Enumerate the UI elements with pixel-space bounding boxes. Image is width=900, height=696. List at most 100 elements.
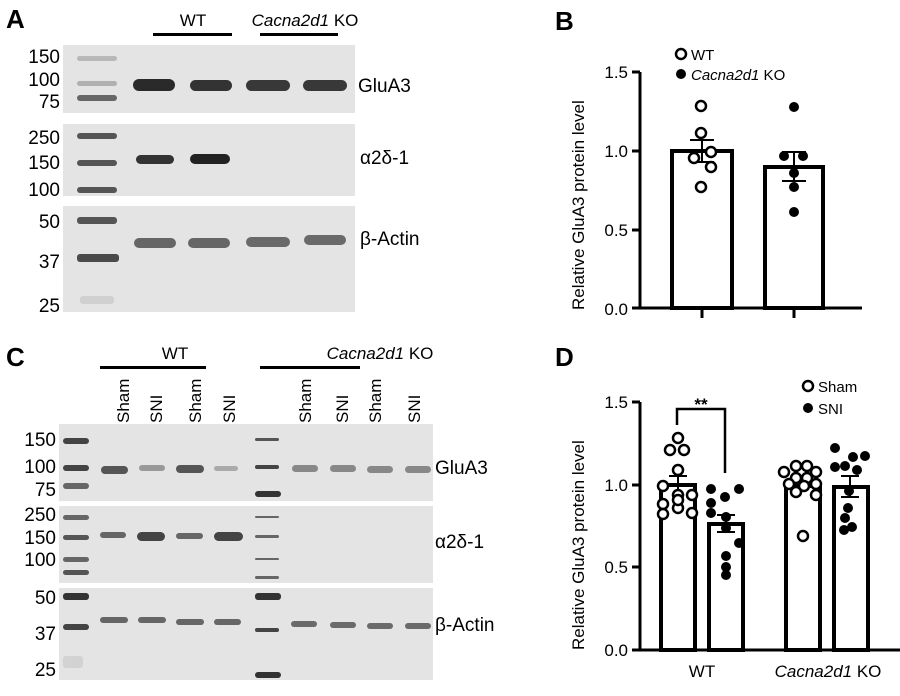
svg-text:1.5: 1.5 [604, 393, 628, 412]
x-label-wt: WT [689, 662, 715, 681]
lane-label: Sham [366, 378, 385, 423]
marker-label: 50 [38, 212, 60, 233]
panel-letter-a: A [6, 4, 25, 34]
actin-band [176, 619, 204, 625]
ladder-band [63, 656, 83, 668]
blot-label-a2d1: α2δ-1 [360, 148, 410, 169]
marker-label: 75 [38, 92, 60, 113]
lane-label: SNI [147, 394, 166, 423]
actin-band [134, 238, 176, 248]
legend-wt: WT [691, 47, 714, 64]
group-bar-wt [100, 366, 206, 369]
lane-label: Sham [114, 378, 133, 423]
ladder-band [63, 535, 89, 540]
actin-band [214, 619, 241, 625]
ladder-band [255, 491, 281, 497]
bar-ko [763, 165, 825, 310]
y-axis-label: Relative GluA3 protein level [569, 100, 588, 310]
ladder-band [255, 672, 281, 678]
y-ticks: 1.5 1.0 0.5 0.0 [604, 63, 640, 319]
marker-label: 100 [28, 180, 60, 201]
ladder-band [255, 465, 279, 469]
marker-label: 25 [38, 296, 60, 317]
ko-suffix: KO [404, 344, 434, 363]
gluA3-band [133, 79, 175, 91]
blot-label-actin: β-Actin [360, 229, 420, 250]
blot-label-a2d1: α2δ-1 [435, 532, 485, 553]
blot-a2d1-c [59, 506, 433, 583]
marker-label: 37 [38, 252, 60, 273]
ladder-band [63, 438, 89, 444]
ladder-band [77, 56, 117, 61]
lane-label: Sham [296, 378, 315, 423]
a2d1-band [214, 532, 243, 541]
actin-band [246, 237, 290, 247]
ladder-band [255, 576, 279, 579]
group-bar-ko [260, 33, 338, 36]
actin-band [304, 235, 346, 245]
actin-band [330, 622, 356, 628]
chart-d: Relative GluA3 protein level 1.5 1.0 0.5… [569, 379, 900, 681]
significance-stars: ** [694, 395, 708, 414]
lane-label: SNI [333, 394, 352, 423]
marker-label: 150 [28, 47, 60, 68]
ladder-band [255, 535, 279, 538]
ladder-band [77, 217, 117, 224]
ladder-band [77, 254, 119, 262]
ladder-band [63, 465, 89, 471]
marker-label: 75 [34, 480, 56, 501]
marker-label: 250 [24, 505, 56, 526]
group-label-wt: WT [161, 344, 189, 363]
ladder-band [63, 624, 89, 630]
ladder-band [63, 515, 89, 520]
gluA3-band [292, 465, 318, 472]
marker-label: 37 [34, 624, 56, 645]
ladder-band [77, 187, 117, 193]
gluA3-band [367, 466, 393, 473]
panel-letter-d: D [555, 342, 574, 372]
group-label-wt: WT [179, 11, 207, 30]
actin-band [291, 621, 317, 627]
gluA3-band [246, 80, 290, 91]
svg-text:0.5: 0.5 [604, 558, 628, 577]
gluA3-band [176, 465, 204, 473]
a2d1-band [137, 532, 165, 541]
lane-label: SNI [405, 394, 424, 423]
gluA3-band [303, 80, 347, 91]
a2d1-band [100, 532, 126, 538]
ladder-band [77, 160, 117, 166]
gluA3-band [139, 465, 165, 471]
significance-bracket [675, 407, 727, 473]
blot-label-gluA3: GluA3 [358, 76, 411, 97]
svg-text:1.5: 1.5 [604, 63, 628, 82]
svg-text:0.0: 0.0 [604, 641, 628, 660]
marker-label: 50 [34, 588, 56, 609]
ko-suffix: KO [329, 11, 359, 30]
a2d1-band [176, 533, 203, 539]
blot-gluA3-c [59, 424, 433, 501]
svg-text:0.0: 0.0 [604, 300, 628, 319]
ladder-band [77, 133, 117, 139]
gene-name: Cacna2d1 [251, 11, 330, 30]
marker-label: 150 [24, 430, 56, 451]
ladder-band [255, 558, 279, 560]
ladder-band [63, 557, 89, 562]
a2d1-band [190, 154, 230, 164]
marker-label: 250 [28, 128, 60, 149]
svg-text:1.0: 1.0 [604, 476, 628, 495]
legend-sni: SNI [818, 401, 843, 418]
ladder-band [255, 628, 279, 632]
marker-label: 100 [28, 70, 60, 91]
ladder-band [77, 81, 117, 86]
marker-label: 25 [34, 660, 56, 681]
marker-label: 150 [24, 528, 56, 549]
gluA3-band [190, 80, 232, 91]
ladder-band [255, 516, 279, 518]
gluA3-band [214, 466, 238, 471]
blot-label-actin: β-Actin [435, 615, 495, 636]
ladder-band [255, 593, 281, 600]
gene-name: Cacna2d1 [326, 344, 405, 363]
a2d1-band [136, 155, 174, 164]
svg-text:0.5: 0.5 [604, 221, 628, 240]
group-bar-wt [153, 33, 232, 36]
